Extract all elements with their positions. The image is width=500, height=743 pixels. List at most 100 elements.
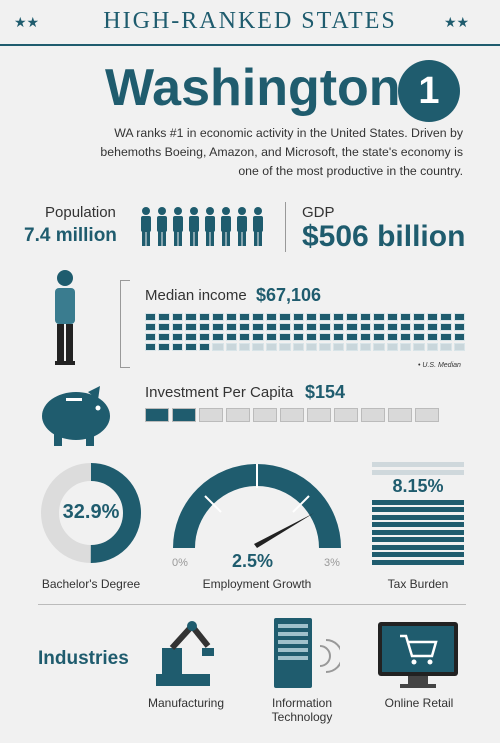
- tax-bar: [372, 544, 464, 550]
- bracket-bottom: [120, 367, 130, 368]
- industries-title: Industries: [38, 648, 129, 669]
- median-income-bills: [145, 313, 466, 353]
- dollar-bill-icon: [279, 333, 291, 341]
- dollar-bill-icon: [292, 343, 305, 351]
- dollar-bill-icon: [238, 343, 251, 351]
- section-divider: [38, 604, 466, 605]
- dollar-bill-icon: [145, 343, 157, 351]
- tax-bar: [372, 537, 464, 542]
- dollar-bill-icon: [252, 343, 264, 351]
- state-name: Washington: [105, 59, 401, 117]
- dollar-bill-icon: [319, 333, 331, 341]
- bill-row: [145, 333, 466, 341]
- dollar-bill-icon: [332, 343, 345, 351]
- dollar-bill-icon: [359, 333, 372, 341]
- dollar-bill-icon: [386, 333, 399, 341]
- investment-cell: [388, 408, 412, 422]
- dollar-bill-icon: [279, 313, 291, 321]
- investment-cells: [145, 408, 439, 422]
- dollar-bill-icon: [171, 343, 184, 351]
- dollar-bill-icon: [440, 313, 452, 321]
- header-stars-left: ★★: [14, 14, 40, 30]
- dollar-bill-icon: [386, 343, 399, 351]
- dollar-bill-icon: [346, 313, 358, 321]
- dollar-bill-icon: [265, 343, 278, 351]
- tax-value: 8.15%: [372, 476, 464, 497]
- dollar-bill-icon: [400, 323, 412, 331]
- bill-row: [145, 323, 466, 331]
- dollar-bill-icon: [158, 313, 170, 321]
- dollar-bill-icon: [359, 323, 372, 331]
- dollar-bill-icon: [346, 333, 358, 341]
- industry-manufacturing-label: Manufacturing: [147, 696, 225, 710]
- dollar-bill-icon: [373, 343, 385, 351]
- dollar-bill-icon: [373, 313, 385, 321]
- income-bracket: [120, 280, 121, 368]
- dollar-bill-icon: [198, 333, 211, 341]
- tax-bar: [372, 499, 464, 505]
- dollar-bill-icon: [440, 323, 452, 331]
- bill-row: [145, 343, 466, 351]
- employment-value: 2.5%: [232, 551, 274, 571]
- dollar-bill-icon: [386, 313, 399, 321]
- dollar-bill-icon: [306, 333, 318, 341]
- bracket-top: [120, 280, 130, 281]
- industry-it-label: Information Technology: [271, 696, 333, 724]
- tax-bar: [372, 522, 464, 527]
- dollar-bill-icon: [413, 343, 425, 351]
- bill-row: [145, 313, 466, 321]
- dollar-bill-icon: [185, 313, 197, 321]
- median-income-value: $67,106: [256, 285, 322, 305]
- dollar-bill-icon: [332, 313, 345, 321]
- investment-cell: [307, 408, 331, 422]
- tax-bar: [372, 529, 464, 535]
- population-value: 7.4 million: [24, 225, 117, 246]
- us-median-note: • U.S. Median: [418, 362, 461, 369]
- dollar-bill-icon: [400, 313, 412, 321]
- dollar-bill-icon: [225, 313, 237, 321]
- dollar-bill-icon: [440, 333, 452, 341]
- dollar-bill-icon: [198, 323, 211, 331]
- tax-bar: [372, 462, 464, 467]
- dollar-bill-icon: [332, 323, 345, 331]
- tax-bar: [372, 552, 464, 557]
- median-income-label: Median income: [145, 287, 247, 304]
- dollar-bill-icon: [145, 333, 157, 341]
- dollar-bill-icon: [413, 333, 425, 341]
- tax-label: Tax Burden: [387, 577, 449, 591]
- dollar-bill-icon: [426, 323, 439, 331]
- dollar-bill-icon: [238, 323, 251, 331]
- employment-label: Employment Growth: [202, 577, 312, 591]
- dollar-bill-icon: [359, 313, 372, 321]
- gdp-value: $506 billion: [302, 220, 466, 253]
- dollar-bill-icon: [198, 313, 211, 321]
- dollar-bill-icon: [440, 343, 452, 351]
- robot-arm-icon: [156, 621, 214, 686]
- rank-badge: 1: [398, 60, 460, 122]
- tax-bar: [372, 507, 464, 512]
- dollar-bill-icon: [252, 313, 264, 321]
- dollar-bill-icon: [212, 323, 224, 331]
- pop-gdp-divider: [285, 202, 286, 252]
- dollar-bill-icon: [225, 343, 237, 351]
- investment-cell: [361, 408, 385, 422]
- investment-cell: [226, 408, 250, 422]
- dollar-bill-icon: [413, 323, 425, 331]
- dollar-bill-icon: [185, 323, 197, 331]
- employment-gauge: [173, 464, 341, 549]
- dollar-bill-icon: [212, 333, 224, 341]
- investment-cell: [334, 408, 358, 422]
- bachelors-value: 32.9%: [62, 501, 120, 523]
- dollar-bill-icon: [225, 323, 237, 331]
- dollar-bill-icon: [145, 313, 157, 321]
- dollar-bill-icon: [185, 333, 197, 341]
- dollar-bill-icon: [292, 333, 305, 341]
- dollar-bill-icon: [386, 323, 399, 331]
- dollar-bill-icon: [265, 313, 278, 321]
- dollar-bill-icon: [212, 313, 224, 321]
- investment-cell: [145, 408, 169, 422]
- investment-value: $154: [305, 382, 346, 402]
- investment-cell: [253, 408, 277, 422]
- header-title: HIGH-RANKED STATES: [103, 8, 397, 34]
- dollar-bill-icon: [400, 343, 412, 351]
